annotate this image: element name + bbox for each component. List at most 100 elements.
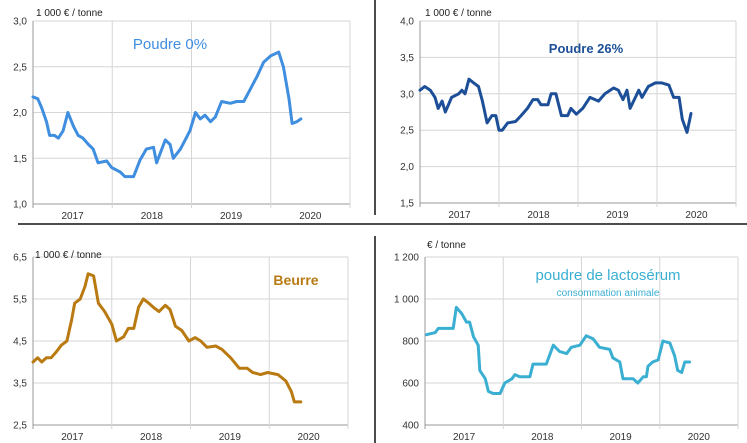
data-point (220, 100, 223, 103)
data-point (66, 111, 70, 114)
y-tick-label: 3,0 (13, 17, 27, 28)
y-tick-label: 1,0 (13, 200, 27, 211)
data-point (76, 134, 80, 137)
data-point (96, 161, 100, 165)
y-unit-label: € / tonne (427, 240, 466, 251)
data-point (552, 344, 555, 347)
data-point (251, 371, 254, 374)
chart-panel-2: 1,5 2,0 2,5 3,0 3,5 4,0 2017 2018 2019 2020 1 000 … (400, 8, 737, 221)
data-point (246, 367, 249, 370)
chart-title: Poudre 0% (133, 36, 207, 53)
data-point (637, 88, 641, 92)
data-point (510, 377, 514, 380)
data-point (157, 310, 161, 313)
data-point (238, 367, 241, 370)
data-point (645, 375, 648, 378)
data-point (65, 339, 69, 343)
data-point (205, 346, 209, 349)
data-point (603, 92, 607, 96)
chart-subtitle: consommation animale (557, 288, 660, 299)
data-point (661, 339, 665, 343)
data-point (86, 272, 90, 275)
x-tick-label: 2019 (610, 432, 633, 443)
data-point (611, 356, 614, 359)
data-point (487, 390, 490, 393)
y-tick-label: 600 (402, 379, 419, 390)
data-point (187, 339, 191, 343)
data-point (455, 306, 458, 309)
data-point (546, 103, 550, 106)
data-point (498, 392, 502, 395)
data-point (164, 138, 167, 142)
data-point (55, 350, 58, 353)
data-point (248, 88, 252, 91)
data-point (672, 96, 675, 99)
data-point (293, 400, 296, 404)
data-point (92, 147, 95, 151)
data-point (183, 138, 187, 142)
data-point (689, 112, 693, 115)
data-point (477, 85, 480, 88)
data-point (203, 114, 207, 117)
y-tick-label: 6,5 (13, 253, 27, 264)
data-point (45, 356, 48, 359)
data-point (581, 107, 584, 110)
data-point (531, 98, 535, 101)
x-tick-label: 2020 (299, 211, 322, 222)
y-tick-label: 1,5 (13, 154, 27, 165)
data-point (560, 114, 563, 117)
data-point (531, 362, 535, 366)
data-point (137, 306, 140, 309)
series-line (418, 77, 693, 134)
data-point (526, 107, 529, 110)
data-point (631, 377, 635, 380)
data-point (481, 99, 484, 103)
data-point (468, 320, 471, 324)
x-tick-label: 2017 (453, 432, 476, 443)
data-point (640, 96, 644, 99)
x-tick-label: 2018 (527, 210, 550, 221)
data-point (617, 88, 620, 92)
data-point (683, 360, 686, 364)
data-point (220, 348, 224, 351)
data-point (518, 375, 521, 378)
data-point (92, 274, 95, 278)
y-tick-label: 3,5 (13, 379, 27, 390)
y-tick-label: 400 (402, 421, 419, 432)
data-point (70, 318, 73, 322)
data-point (214, 344, 217, 348)
data-point (123, 175, 127, 178)
data-point (647, 85, 650, 88)
data-point (651, 360, 654, 364)
data-point (570, 346, 573, 349)
data-point (229, 356, 232, 359)
x-tick-label: 2018 (140, 432, 163, 443)
data-point (103, 310, 106, 313)
y-tick-label: 4,5 (13, 337, 27, 348)
data-point (418, 88, 422, 92)
data-point (152, 306, 155, 309)
data-point (519, 114, 523, 117)
data-point (194, 336, 197, 339)
y-tick-label: 2,5 (13, 421, 27, 432)
data-point (266, 371, 269, 374)
y-tick-label: 2,0 (13, 108, 27, 119)
data-point (127, 327, 130, 330)
data-point (636, 381, 640, 385)
data-point (575, 112, 578, 116)
series-line (425, 305, 691, 395)
y-tick-label: 2,5 (13, 62, 27, 73)
data-point (688, 360, 691, 364)
data-point (472, 81, 475, 85)
data-point (460, 312, 463, 315)
data-point (451, 327, 455, 330)
data-point (152, 146, 155, 149)
data-point (425, 333, 428, 336)
data-point (463, 92, 467, 96)
data-point (612, 86, 615, 90)
data-point (429, 88, 432, 92)
data-point (433, 331, 437, 334)
data-point (681, 118, 684, 121)
data-point (164, 304, 167, 307)
data-point (36, 356, 39, 359)
